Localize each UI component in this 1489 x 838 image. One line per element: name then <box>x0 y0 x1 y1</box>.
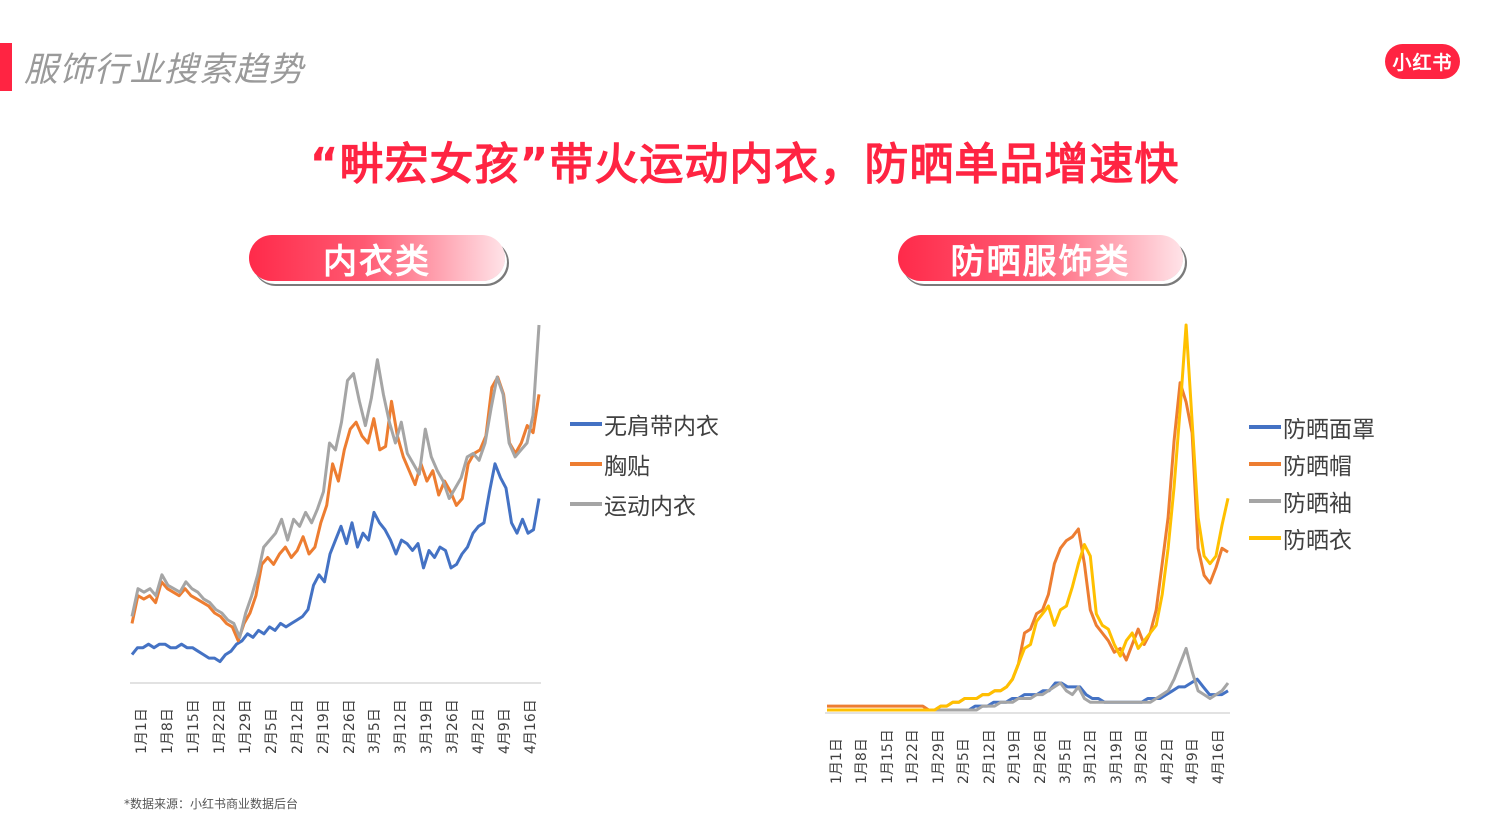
x-tick-label: 4月16日 <box>523 699 540 754</box>
legend-label: 防晒面罩 <box>1283 416 1375 443</box>
legend-item-sun-jacket: 防晒衣 <box>1249 519 1375 556</box>
x-tick-label: 2月19日 <box>315 699 332 754</box>
x-tick-label: 2月12日 <box>981 729 998 784</box>
section-accent-bar <box>0 43 12 91</box>
legend-swatch <box>1249 461 1281 466</box>
x-tick-label: 3月12日 <box>1083 729 1100 784</box>
series-line <box>130 462 541 664</box>
series-line <box>130 375 541 643</box>
x-tick-label: 3月12日 <box>393 699 410 754</box>
x-tick-label: 1月1日 <box>829 738 845 784</box>
category-pill-sun-protection: 防晒服饰类 <box>898 235 1183 282</box>
x-tick-label: 1月8日 <box>159 708 176 754</box>
left-chart-lines <box>130 324 541 664</box>
x-tick-label: 1月15日 <box>185 699 202 754</box>
x-tick-label: 1月29日 <box>237 699 254 754</box>
x-tick-label: 4月2日 <box>471 708 488 754</box>
legend-label: 运动内衣 <box>604 494 696 520</box>
legend-swatch <box>570 422 602 426</box>
legend-label: 无肩带内衣 <box>604 414 719 440</box>
category-pill-underwear: 内衣类 <box>249 235 505 282</box>
x-tick-label: 1月22日 <box>211 699 228 754</box>
right-chart-legend: 防晒面罩 防晒帽 防晒袖 防晒衣 <box>1249 408 1375 556</box>
legend-swatch <box>1249 498 1281 503</box>
legend-item-sports-bra: 运动内衣 <box>570 484 719 524</box>
legend-label: 防晒袖 <box>1283 490 1352 517</box>
section-title: 服饰行业搜索趋势 <box>24 50 304 90</box>
x-tick-label: 1月29日 <box>930 729 947 784</box>
x-tick-label: 2月5日 <box>263 708 280 754</box>
legend-swatch <box>570 462 602 466</box>
right-chart-lines <box>827 323 1230 712</box>
series-line <box>827 381 1229 712</box>
legend-item-nipple-cover: 胸贴 <box>570 444 719 484</box>
x-tick-label: 3月5日 <box>1057 738 1074 784</box>
legend-swatch <box>1249 535 1281 540</box>
x-tick-label: 2月12日 <box>289 699 306 754</box>
x-tick-label: 4月9日 <box>497 708 514 754</box>
xiaohongshu-logo: 小红书 <box>1385 44 1460 79</box>
legend-label: 胸贴 <box>604 454 650 480</box>
x-tick-label: 1月8日 <box>854 738 871 784</box>
x-tick-label: 3月19日 <box>1108 729 1125 784</box>
legend-label: 防晒帽 <box>1283 453 1352 480</box>
legend-swatch <box>1249 424 1281 429</box>
x-tick-label: 3月26日 <box>1134 729 1151 784</box>
legend-swatch <box>570 502 602 506</box>
x-tick-label: 4月2日 <box>1159 738 1176 784</box>
x-tick-label: 2月26日 <box>1032 729 1049 784</box>
x-tick-label: 1月15日 <box>879 729 896 784</box>
x-tick-label: 4月9日 <box>1185 738 1202 784</box>
legend-item-sun-hat: 防晒帽 <box>1249 445 1375 482</box>
x-tick-label: 1月1日 <box>134 708 150 754</box>
legend-item-sun-sleeves: 防晒袖 <box>1249 482 1375 519</box>
x-tick-label: 2月5日 <box>956 738 973 784</box>
series-line <box>827 323 1230 712</box>
x-tick-label: 3月26日 <box>445 699 462 754</box>
x-tick-label: 2月26日 <box>341 699 358 754</box>
x-tick-label: 4月16日 <box>1210 729 1227 784</box>
series-line <box>827 646 1230 712</box>
x-tick-label: 3月5日 <box>367 708 384 754</box>
legend-item-strapless-bra: 无肩带内衣 <box>570 404 719 444</box>
page-headline: “畊宏女孩”带火运动内衣，防晒单品增速快 <box>309 139 1180 190</box>
left-chart-legend: 无肩带内衣 胸贴 运动内衣 <box>570 404 719 524</box>
data-source-footnote: *数据来源：小红书商业数据后台 <box>124 797 299 811</box>
x-tick-label: 2月19日 <box>1007 729 1024 784</box>
legend-label: 防晒衣 <box>1283 527 1352 554</box>
legend-item-sun-mask: 防晒面罩 <box>1249 408 1375 445</box>
x-tick-label: 1月22日 <box>905 729 922 784</box>
x-tick-label: 3月19日 <box>419 699 436 754</box>
series-line <box>130 324 541 639</box>
